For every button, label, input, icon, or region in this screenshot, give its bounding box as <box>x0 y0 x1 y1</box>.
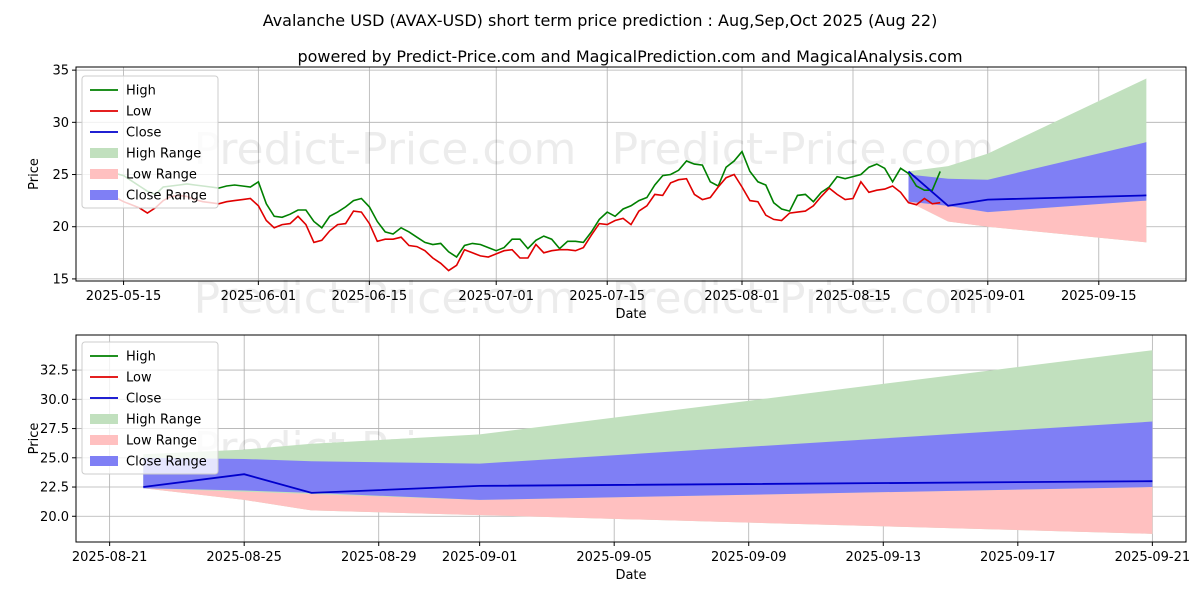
y-axis-label: Price <box>27 158 42 190</box>
plot-frame <box>75 334 1187 543</box>
legend-label: Low Range <box>126 434 197 449</box>
x-tick-label: 2025-08-15 <box>815 289 891 304</box>
x-tick-label: 2025-07-01 <box>458 289 534 304</box>
legend-label: High Range <box>126 413 201 428</box>
x-tick-label: 2025-08-25 <box>206 550 282 565</box>
y-tick-label: 20 <box>52 220 69 235</box>
legend-swatch-high-range <box>90 414 118 424</box>
close-range-band <box>908 142 1147 213</box>
chart-subtitle: powered by Predict-Price.com and Magical… <box>297 47 962 66</box>
legend-label: Close Range <box>126 455 207 470</box>
legend-swatch-low-range <box>90 435 118 445</box>
top-chart: Predict-Price.com Predict-Price.comPredic… <box>27 64 1187 324</box>
legend-swatch-high-range <box>90 148 118 158</box>
x-tick-label: 2025-09-13 <box>845 550 921 565</box>
plot-frame <box>75 66 1187 282</box>
low-range-band <box>143 487 1153 534</box>
y-tick-label: 25 <box>52 168 69 183</box>
bottom-chart: Predict-Price.comPredict-Price.com2025-0… <box>27 334 1191 583</box>
x-tick-label: 2025-07-15 <box>569 289 645 304</box>
legend-swatch-close-range <box>90 456 118 466</box>
watermark: Predict-Price.com <box>612 124 995 175</box>
y-tick-label: 20.0 <box>40 510 69 525</box>
low-line <box>115 173 941 272</box>
legend-label: Low <box>126 105 152 120</box>
x-tick-label: 2025-08-29 <box>341 550 417 565</box>
legend-label: Low <box>126 371 152 386</box>
legend-swatch-low-range <box>90 169 118 179</box>
legend-label: Close <box>126 392 161 407</box>
x-tick-label: 2025-06-15 <box>332 289 408 304</box>
y-tick-label: 32.5 <box>40 364 69 379</box>
close-forecast-line <box>143 473 1153 494</box>
y-tick-label: 27.5 <box>40 422 69 437</box>
x-tick-label: 2025-09-15 <box>1061 289 1137 304</box>
close-range-band <box>143 421 1153 500</box>
x-tick-label: 2025-09-05 <box>576 550 652 565</box>
legend-label: Low Range <box>126 168 197 183</box>
x-axis-label: Date <box>615 568 646 583</box>
low-range-band <box>908 200 1147 243</box>
x-tick-label: 2025-09-17 <box>980 550 1056 565</box>
legend-label: Close Range <box>126 189 207 204</box>
x-tick-label: 2025-08-01 <box>704 289 780 304</box>
x-tick-label: 2025-09-01 <box>442 550 518 565</box>
x-tick-label: 2025-08-21 <box>72 550 148 565</box>
x-tick-label: 2025-06-01 <box>221 289 297 304</box>
x-tick-label: 2025-05-15 <box>86 289 162 304</box>
x-axis-label: Date <box>615 307 646 322</box>
watermark: Predict-Price.com <box>194 124 577 175</box>
close-forecast-line <box>907 170 1147 207</box>
y-axis-label: Price <box>27 423 42 455</box>
y-tick-label: 30 <box>52 116 69 131</box>
chart-title: Avalanche USD (AVAX-USD) short term pric… <box>263 11 938 30</box>
legend-swatch-close-range <box>90 190 118 200</box>
x-tick-label: 2025-09-21 <box>1115 550 1191 565</box>
y-tick-label: 35 <box>52 64 69 79</box>
x-tick-label: 2025-09-01 <box>950 289 1026 304</box>
y-tick-label: 22.5 <box>40 481 69 496</box>
high-line <box>115 150 941 259</box>
legend-label: High Range <box>126 147 201 162</box>
legend-label: High <box>126 84 156 99</box>
legend-label: High <box>126 350 156 365</box>
y-tick-label: 15 <box>52 272 69 287</box>
y-tick-label: 30.0 <box>40 393 69 408</box>
x-tick-label: 2025-09-09 <box>711 550 787 565</box>
legend-label: Close <box>126 126 161 141</box>
y-tick-label: 25.0 <box>40 451 69 466</box>
